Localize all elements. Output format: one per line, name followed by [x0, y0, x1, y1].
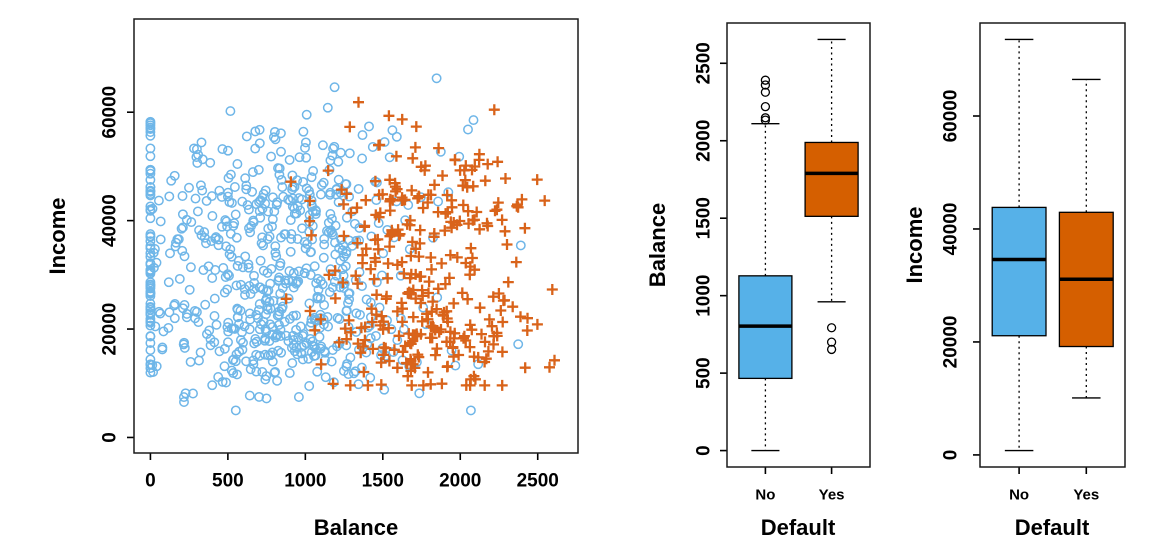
boxplot-axes: 0 20000 40000 60000 No Yes: [941, 90, 1100, 504]
boxplot-frame: [726, 22, 871, 468]
x-tick-label: 500: [212, 471, 244, 492]
y-tick-label: 20000: [941, 316, 962, 369]
box-yes: [804, 38, 859, 355]
scatter-plot: 0 500 1000 1500 2000 2500 0 20000 40000 60000: [100, 18, 579, 492]
category-tick-label: Yes: [1073, 487, 1099, 504]
x-tick-label: 2500: [517, 471, 559, 492]
y-tick-label: 60000: [100, 86, 121, 139]
scatter-series-default: [280, 96, 560, 391]
income-boxplot-ylabel: Income: [902, 206, 927, 284]
outlier-point: [826, 344, 837, 355]
balance-boxplot-ylabel: Balance: [645, 202, 670, 288]
y-tick-label: 60000: [941, 90, 962, 143]
y-tick-label: 500: [694, 357, 715, 389]
outlier-point: [760, 102, 771, 112]
outlier-point: [826, 337, 837, 347]
y-tick-label: 1000: [694, 275, 715, 317]
y-tick-label: 40000: [941, 203, 962, 256]
scatter-series-no-default: [145, 73, 526, 416]
box-no: [991, 38, 1047, 452]
x-tick-label: 1500: [362, 471, 404, 492]
x-tick-label: 1000: [284, 471, 326, 492]
income-boxplot: 0 20000 40000 60000 No Yes: [941, 22, 1126, 504]
category-tick-label: Yes: [819, 487, 845, 504]
balance-boxplot: 0 500 1000 1500 2000 2500 No Yes: [694, 22, 871, 504]
scatter-ylabel: Income: [45, 197, 70, 275]
boxplot-frame: [979, 22, 1126, 468]
outlier-point: [760, 75, 771, 85]
y-tick-label: 0: [100, 432, 121, 443]
balance-boxplot-xlabel: Default: [760, 515, 836, 540]
category-tick-label: No: [755, 487, 775, 504]
x-tick-label: 2000: [439, 471, 481, 492]
y-tick-label: 0: [694, 445, 715, 456]
y-tick-label: 1500: [694, 197, 715, 239]
outlier-point: [760, 80, 771, 90]
boxplot-axes: 0 500 1000 1500 2000 2500 No Yes: [694, 42, 845, 503]
y-tick-label: 20000: [100, 303, 121, 356]
scatter-xlabel: Balance: [313, 515, 399, 540]
outlier-point: [760, 87, 771, 97]
y-tick-label: 2500: [694, 42, 715, 84]
x-tick-label: 0: [145, 471, 156, 492]
box-yes: [1058, 78, 1114, 399]
box-no: [738, 75, 793, 452]
outlier-point: [826, 323, 837, 333]
y-tick-label: 0: [941, 450, 962, 461]
income-boxplot-xlabel: Default: [1014, 515, 1090, 540]
y-tick-label: 40000: [100, 194, 121, 247]
scatter-frame: [133, 18, 579, 454]
outlier-point: [760, 113, 771, 123]
scatter-axes: 0 500 1000 1500 2000 2500 0 20000 40000 60000: [100, 86, 559, 492]
category-tick-label: No: [1009, 487, 1029, 504]
y-tick-label: 2000: [694, 120, 715, 162]
